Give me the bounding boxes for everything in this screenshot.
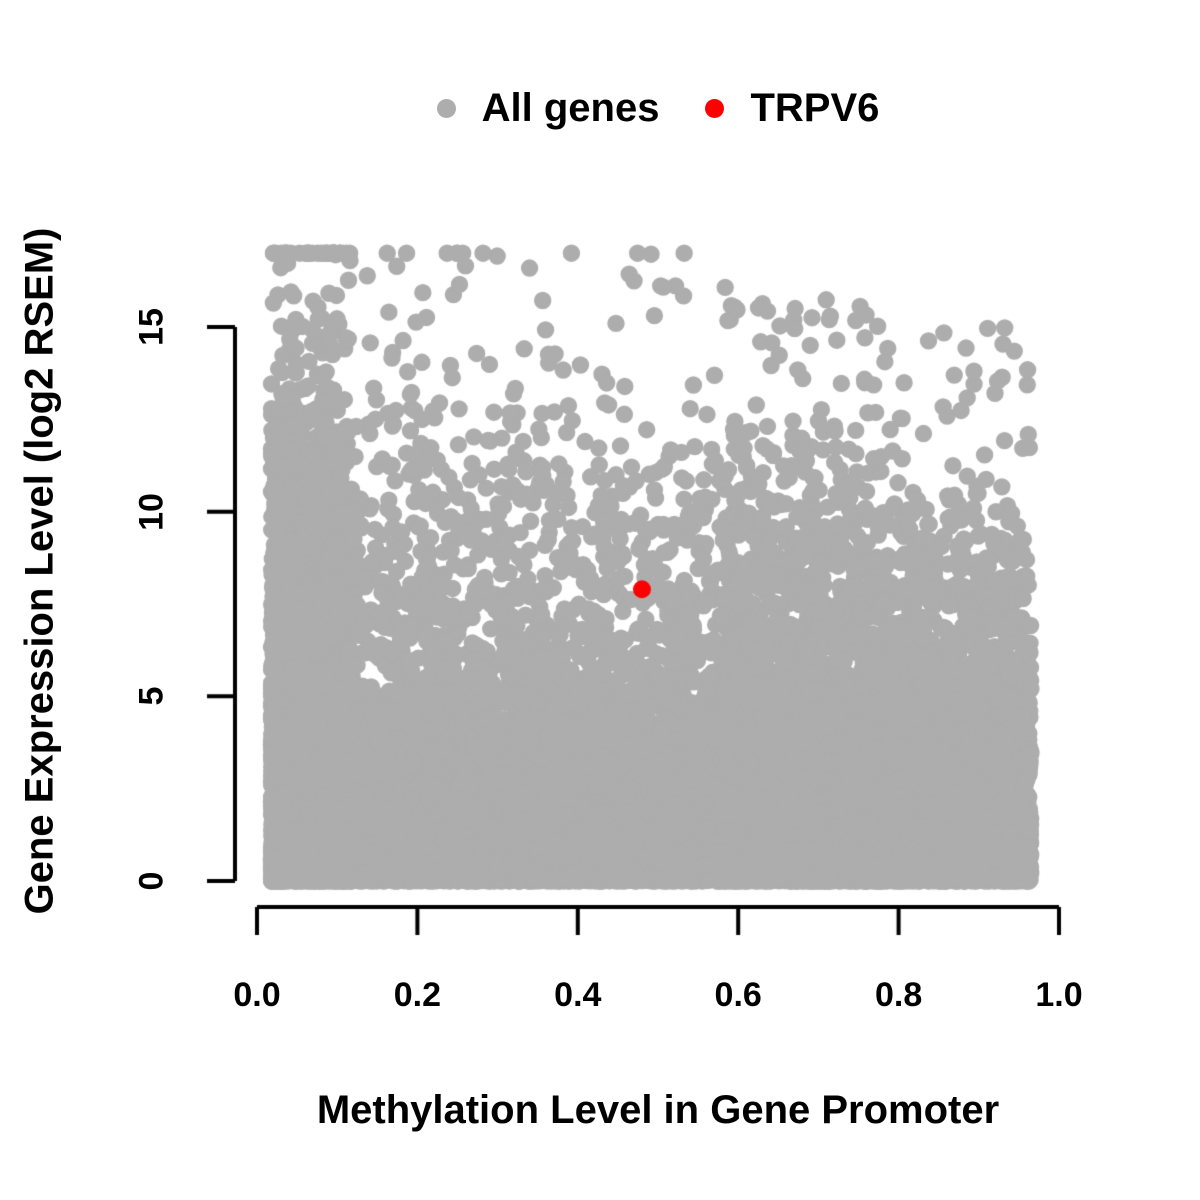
x-tick-label: 0.2 [393, 976, 442, 1014]
y-tick-label: 5 [132, 686, 171, 706]
x-tick-label: 1.0 [1035, 976, 1083, 1014]
legend-label-trpv6: TRPV6 [750, 86, 880, 130]
x-tick-label: 0.6 [714, 976, 762, 1014]
x-axis-title: Methylation Level in Gene Promoter [316, 1088, 1000, 1132]
y-axis-title: Gene Expression Level (log2 RSEM) [17, 227, 62, 915]
legend-label-all-genes: All genes [481, 86, 660, 130]
legend-item-trpv6: TRPV6 [705, 84, 879, 132]
legend-item-all-genes: All genes [436, 84, 660, 132]
x-tick-label: 0.0 [233, 976, 281, 1014]
chart-legend: All genes TRPV6 [257, 84, 1059, 132]
y-tick-label: 0 [132, 871, 171, 891]
all-genes-marker-icon [436, 98, 456, 118]
x-tick-label: 0.4 [554, 976, 602, 1014]
y-tick-label: 15 [132, 308, 171, 346]
x-tick-label: 0.8 [874, 976, 923, 1014]
y-tick-label: 10 [132, 492, 171, 531]
trpv6-marker-icon [705, 98, 725, 118]
